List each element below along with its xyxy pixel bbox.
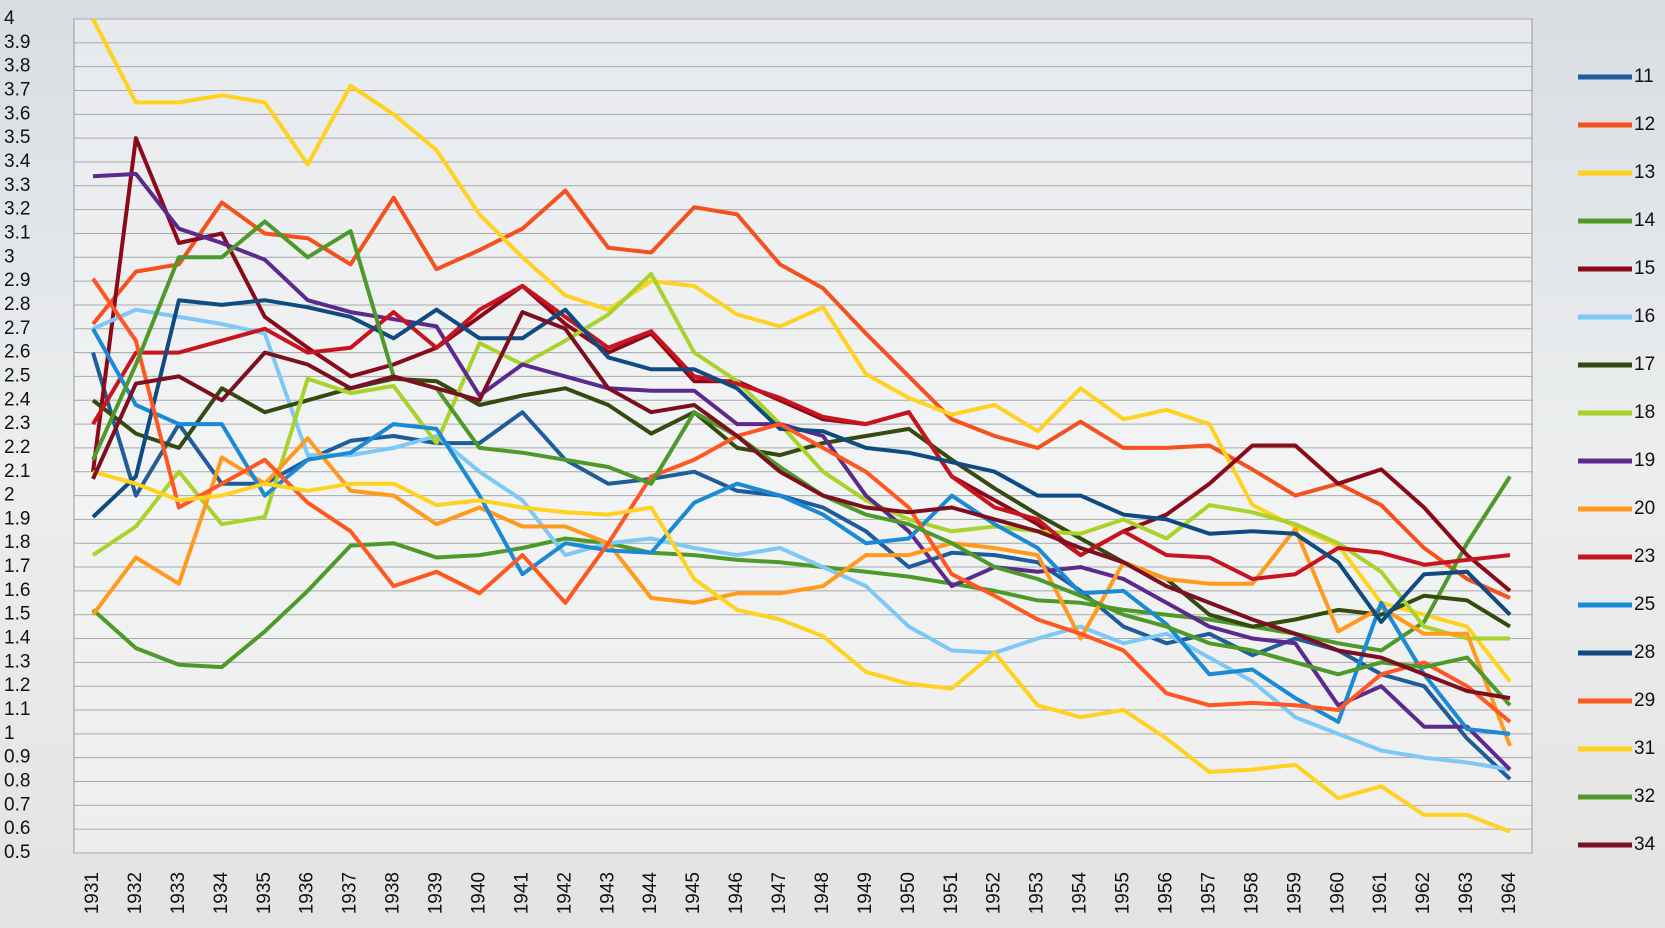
x-tick-label: 1936	[297, 872, 318, 914]
y-tick-label: 1.6	[4, 580, 30, 601]
y-tick-label: 4	[4, 8, 15, 29]
legend-label: 17	[1634, 354, 1655, 375]
y-tick-label: 3.8	[4, 56, 30, 77]
x-tick-label: 1958	[1241, 872, 1262, 914]
y-tick-label: 3.3	[4, 175, 30, 196]
y-tick-label: 2.5	[4, 365, 30, 386]
legend-label: 18	[1634, 402, 1655, 423]
legend-label: 15	[1634, 258, 1655, 279]
x-tick-label: 1943	[597, 872, 618, 914]
x-tick-label: 1952	[984, 872, 1005, 914]
y-tick-label: 1.2	[4, 675, 30, 696]
x-tick-label: 1932	[125, 872, 146, 914]
y-tick-label: 2.3	[4, 413, 30, 434]
x-tick-label: 1947	[769, 872, 790, 914]
x-tick-label: 1962	[1413, 872, 1434, 914]
y-tick-label: 0.6	[4, 818, 30, 839]
y-tick-label: 3.6	[4, 103, 30, 124]
y-tick-label: 2.1	[4, 461, 30, 482]
legend-label: 13	[1634, 162, 1655, 183]
legend-label: 28	[1634, 642, 1655, 663]
y-tick-label: 1.7	[4, 556, 30, 577]
y-tick-label: 1.8	[4, 532, 30, 553]
x-tick-label: 1949	[855, 872, 876, 914]
x-tick-label: 1953	[1027, 872, 1048, 914]
y-tick-label: 3.2	[4, 199, 30, 220]
y-tick-label: 2.9	[4, 270, 30, 291]
y-tick-label: 1.3	[4, 651, 30, 672]
y-tick-label: 0.5	[4, 842, 30, 863]
x-tick-label: 1938	[383, 872, 404, 914]
y-tick-label: 3.7	[4, 80, 30, 101]
y-tick-label: 2.7	[4, 318, 30, 339]
legend-label: 34	[1634, 834, 1656, 855]
x-tick-label: 1945	[683, 872, 704, 914]
x-tick-label: 1951	[941, 872, 962, 914]
legend-label: 14	[1634, 210, 1656, 231]
x-tick-label: 1939	[426, 872, 447, 914]
y-tick-label: 3.5	[4, 127, 30, 148]
y-tick-label: 3.1	[4, 222, 30, 243]
legend-label: 23	[1634, 546, 1655, 567]
x-tick-label: 1954	[1070, 872, 1091, 915]
x-tick-label: 1946	[726, 872, 747, 914]
y-tick-label: 0.8	[4, 771, 30, 792]
page: 0.5 0.6 0.70.8 0.9 1 1.1 1.2 1.31.4 1.5 1.6 1.7 1.8…	[0, 0, 1665, 928]
x-tick-label: 1961	[1370, 872, 1391, 914]
y-tick-label: 2	[4, 485, 15, 506]
x-tick-label: 1950	[898, 872, 919, 914]
x-tick-label: 1941	[511, 872, 532, 914]
y-tick-label: 2.4	[4, 389, 31, 410]
y-tick-label: 0.9	[4, 747, 30, 768]
legend-label: 20	[1634, 498, 1655, 519]
legend-label: 19	[1634, 450, 1655, 471]
y-tick-label: 1.9	[4, 508, 30, 529]
x-tick-label: 1956	[1156, 872, 1177, 914]
x-tick-label: 1963	[1456, 872, 1477, 914]
y-tick-label: 3	[4, 246, 15, 267]
x-tick-label: 1959	[1284, 872, 1305, 914]
legend-label: 25	[1634, 594, 1655, 615]
y-tick-label: 0.7	[4, 794, 30, 815]
y-tick-label: 2.6	[4, 342, 30, 363]
y-tick-label: 1.1	[4, 699, 30, 720]
legend-label: 11	[1634, 66, 1654, 87]
x-tick-label: 1937	[340, 872, 361, 914]
x-tick-label: 1955	[1113, 872, 1134, 914]
x-tick-label: 1964	[1499, 872, 1520, 915]
legend-label: 29	[1634, 690, 1655, 711]
y-tick-label: 2.2	[4, 437, 30, 458]
legend-label: 32	[1634, 786, 1655, 807]
legend-label: 16	[1634, 306, 1655, 327]
y-tick-label: 1	[4, 723, 15, 744]
x-tick-label: 1933	[168, 872, 189, 914]
y-tick-label: 1.5	[4, 604, 30, 625]
x-tick-label: 1957	[1198, 872, 1219, 914]
x-tick-label: 1934	[211, 872, 232, 915]
x-tick-label: 1960	[1327, 872, 1348, 914]
x-tick-label: 1944	[640, 872, 661, 915]
x-tick-label: 1935	[254, 872, 275, 914]
y-tick-label: 1.4	[4, 628, 31, 649]
legend-label: 12	[1634, 114, 1655, 135]
y-tick-label: 3.9	[4, 32, 30, 53]
chart: 0.5 0.6 0.70.8 0.9 1 1.1 1.2 1.31.4 1.5 1.6 1.7 1.8…	[0, 0, 1665, 928]
y-tick-label: 2.8	[4, 294, 30, 315]
x-tick-label: 1948	[812, 872, 833, 914]
x-tick-label: 1931	[82, 872, 103, 914]
y-tick-label: 3.4	[4, 151, 31, 172]
legend-label: 31	[1634, 738, 1655, 759]
x-tick-label: 1942	[554, 872, 575, 914]
x-tick-label: 1940	[468, 872, 489, 914]
